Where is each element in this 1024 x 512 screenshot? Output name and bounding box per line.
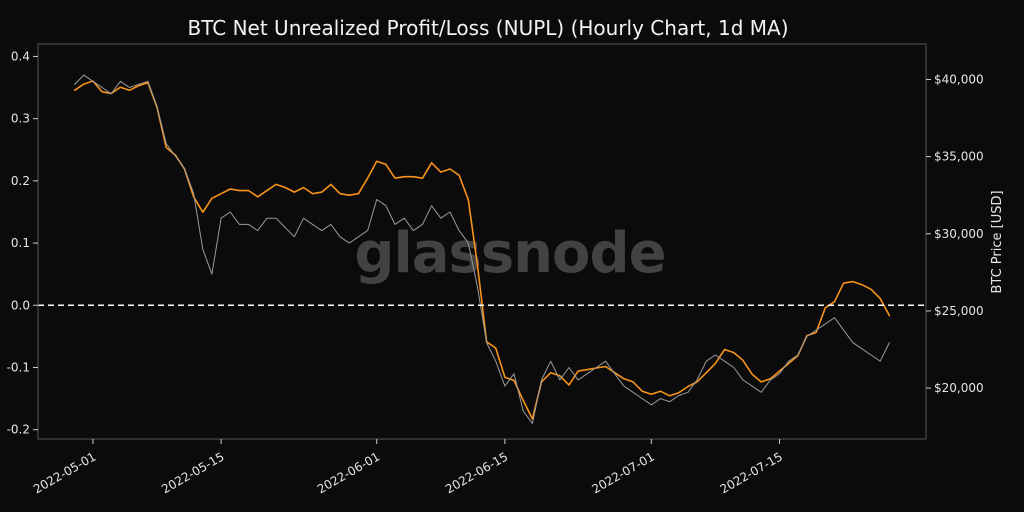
left-tick-label: 0.0 xyxy=(11,298,30,312)
x-tick-label: 2022-05-01 xyxy=(31,449,98,496)
x-tick-label: 2022-06-01 xyxy=(315,449,382,496)
left-y-axis: 0.4 0.3 0.2 0.1 0.0 -0.1 -0.2 xyxy=(7,49,38,437)
left-tick-label: 0.2 xyxy=(11,174,30,188)
right-tick-label: $30,000 xyxy=(934,227,984,241)
right-tick-label: $20,000 xyxy=(934,381,984,395)
plot-frame xyxy=(37,43,927,440)
right-tick-label: $25,000 xyxy=(934,304,984,318)
left-tick-label: 0.3 xyxy=(11,112,30,126)
right-tick-label: $35,000 xyxy=(934,150,984,164)
right-axis-label: BTC Price [USD] xyxy=(990,190,1005,293)
left-tick-label: 0.1 xyxy=(11,236,30,250)
left-tick-label: -0.1 xyxy=(7,360,30,374)
left-tick-label: -0.2 xyxy=(7,423,30,437)
price-series xyxy=(73,80,891,420)
x-tick-label: 2022-06-15 xyxy=(443,449,510,496)
price-line xyxy=(73,80,891,420)
x-tick-label: 2022-07-15 xyxy=(718,449,785,496)
right-tick-label: $40,000 xyxy=(934,72,984,86)
x-tick-label: 2022-05-15 xyxy=(159,449,226,496)
x-axis: 2022-05-01 2022-05-15 2022-06-01 2022-06-15… xyxy=(31,439,785,496)
nupl-line xyxy=(74,74,890,424)
right-y-axis: $40,000 $35,000 $30,000 $25,000 $20,000 xyxy=(926,72,984,395)
chart-title: BTC Net Unrealized Profit/Loss (NUPL) (H… xyxy=(188,16,789,40)
watermark: glassnode xyxy=(354,221,665,286)
nupl-series xyxy=(74,74,890,424)
x-tick-label: 2022-07-01 xyxy=(589,449,656,496)
left-tick-label: 0.4 xyxy=(11,49,30,63)
